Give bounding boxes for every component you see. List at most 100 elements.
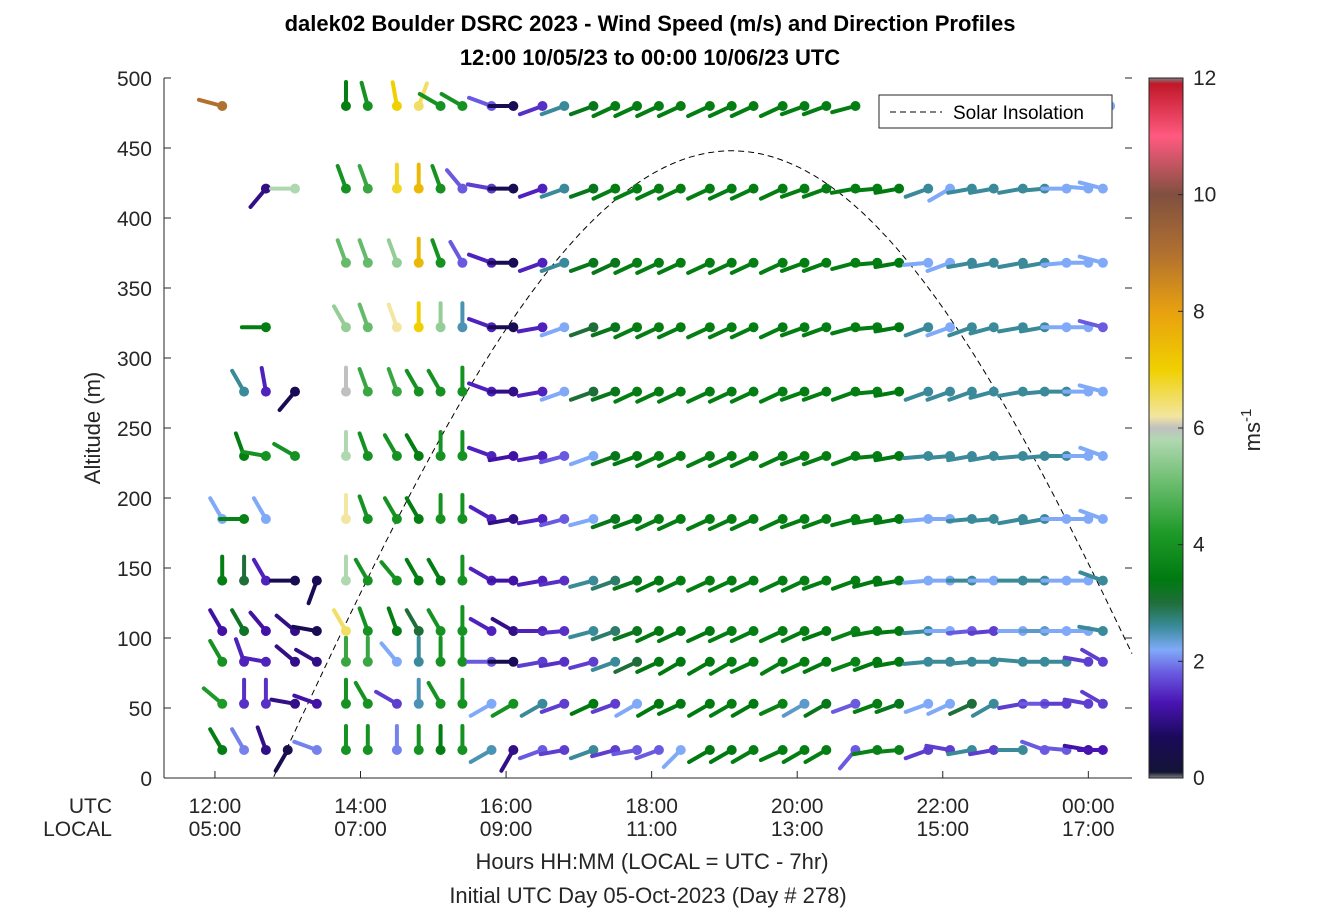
wind-barb-station-dot	[675, 514, 686, 524]
wind-barb	[413, 724, 424, 755]
wind-barb-station-dot	[508, 257, 519, 268]
wind-barb-station-dot	[653, 101, 664, 111]
wind-barb-station-dot	[748, 451, 759, 461]
solar-insolation-layer	[164, 150, 1133, 779]
wind-barb-station-dot	[217, 626, 228, 636]
colorbar: 0 2 4 6 8 10 12 ms-1	[1148, 67, 1265, 790]
wind-barb	[340, 430, 351, 461]
wind-barb-station-dot	[559, 626, 570, 636]
wind-barb-station-dot	[340, 322, 351, 333]
wind-barb	[435, 635, 446, 667]
wind-barb-station-dot	[435, 575, 446, 586]
wind-barb-station-dot	[1097, 745, 1108, 755]
wind-barb	[707, 626, 737, 644]
wind-barb-station-dot	[726, 257, 737, 268]
wind-barb-station-dot	[559, 514, 570, 524]
wind-barb	[801, 183, 832, 199]
wind-barb-station-dot	[923, 183, 934, 194]
wind-barb-station-dot	[559, 386, 570, 397]
wind-barb	[568, 626, 599, 640]
wind-barb	[517, 183, 548, 199]
wind-barb	[968, 257, 999, 269]
wind-barb	[404, 496, 424, 524]
wind-barb-station-dot	[632, 101, 643, 111]
x-axis-label: Hours HH:MM (LOCAL = UTC - 7hr)	[475, 849, 828, 874]
legend-label-solar-insolation: Solar Insolation	[953, 103, 1084, 124]
wind-barb	[686, 451, 715, 469]
wind-barb	[968, 322, 999, 336]
wind-barb	[903, 322, 934, 338]
wind-barb	[539, 451, 570, 465]
wind-barb-station-dot	[850, 656, 861, 667]
wind-barb-station-dot	[777, 183, 788, 194]
wind-barb-station-dot	[340, 257, 351, 268]
wind-barb	[591, 183, 621, 201]
wind-barb	[729, 451, 759, 469]
wind-barb	[413, 301, 424, 333]
wind-barb-station-dot	[799, 656, 810, 667]
wind-barb-station-dot	[653, 257, 664, 268]
wind-barb	[903, 698, 934, 714]
wind-barb-station-dot	[894, 514, 905, 524]
wind-barb	[967, 656, 999, 667]
wind-barb	[435, 430, 446, 461]
wind-barb	[730, 745, 759, 764]
wind-barb	[781, 698, 810, 718]
wind-barb	[340, 677, 351, 709]
wind-barb-station-dot	[704, 322, 715, 333]
wind-barb-station-dot	[821, 322, 832, 333]
wind-barb	[539, 183, 570, 199]
colorbar-tick-layer: 0 2 4 6 8 10 12	[1178, 67, 1216, 790]
wind-barb	[635, 322, 664, 340]
wind-barb-station-dot	[704, 386, 715, 397]
wind-barb	[445, 168, 468, 194]
wind-barb	[873, 451, 905, 463]
wind-barb-station-dot	[435, 514, 446, 524]
legend: Solar Insolation	[878, 94, 1113, 129]
wind-barb	[801, 257, 832, 273]
colorbar-tick-label: 12	[1193, 67, 1216, 90]
wind-barb-station-dot	[610, 626, 621, 636]
wind-barb	[516, 386, 548, 398]
wind-barb-station-dot	[391, 322, 402, 333]
wind-barb	[1076, 745, 1108, 755]
wind-barb	[779, 257, 810, 273]
wind-barb-station-dot	[290, 575, 301, 586]
wind-barb	[873, 322, 905, 334]
wind-barb	[634, 745, 664, 761]
wind-barb-station-dot	[1097, 575, 1108, 586]
wind-barb-station-dot	[340, 698, 351, 709]
solar-insolation-curve	[164, 150, 1133, 779]
wind-barb-station-dot	[537, 698, 548, 709]
wind-barb	[274, 644, 301, 667]
wind-barb-station-dot	[799, 626, 810, 636]
wind-barb	[657, 451, 686, 469]
wind-barb	[779, 322, 810, 338]
wind-barb	[538, 656, 570, 668]
wind-barb-station-dot	[311, 698, 322, 709]
wind-barb	[802, 656, 832, 674]
wind-barb-station-dot	[457, 322, 468, 333]
wind-barb	[612, 626, 643, 642]
wind-barb-station-dot	[391, 698, 402, 709]
wind-barb	[417, 92, 446, 111]
wind-barb-station-dot	[894, 322, 905, 333]
wind-barb	[729, 322, 759, 340]
wind-barb	[873, 257, 905, 269]
wind-barb-station-dot	[413, 322, 424, 333]
wind-barb	[781, 745, 810, 764]
wind-barb-station-dot	[894, 183, 905, 194]
wind-barb-station-dot	[508, 745, 519, 755]
wind-barb	[379, 560, 402, 586]
wind-barb	[590, 386, 621, 402]
wind-barb	[707, 101, 737, 119]
wind-barb-station-dot	[413, 656, 424, 667]
wind-barb-station-dot	[777, 386, 788, 397]
wind-barb-station-dot	[653, 514, 664, 524]
wind-barb	[635, 575, 664, 593]
wind-barb	[968, 183, 999, 195]
wind-barb-station-dot	[311, 745, 322, 755]
y-tick-label: 200	[117, 488, 152, 511]
wind-barb	[386, 238, 402, 268]
